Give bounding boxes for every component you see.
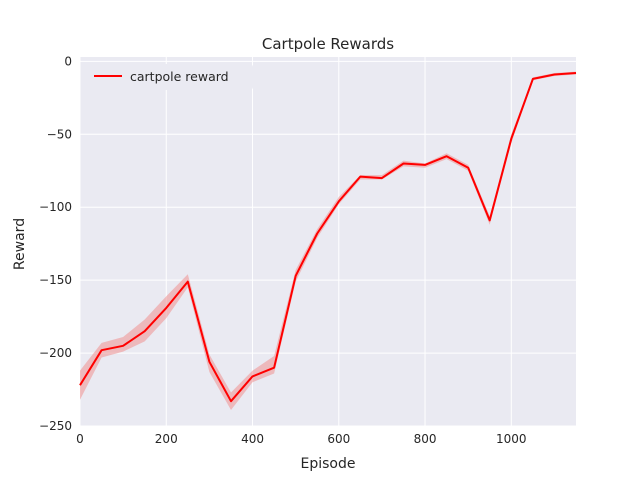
y-tick-label: −250 — [39, 419, 72, 433]
chart-title: Cartpole Rewards — [262, 35, 394, 53]
legend-label-cartpole-reward: cartpole reward — [130, 69, 229, 84]
confidence-band — [80, 71, 576, 410]
x-tick-label: 400 — [241, 432, 264, 446]
plot-area — [80, 57, 576, 426]
tick-labels: 0 200 400 600 800 1000 0 −50 −100 −150 −200 −250 — [39, 54, 527, 446]
x-tick-label: 1000 — [496, 432, 527, 446]
legend-box — [87, 64, 253, 90]
grid — [79, 57, 576, 427]
x-tick-label: 600 — [327, 432, 350, 446]
x-tick-label: 800 — [414, 432, 437, 446]
y-tick-label: −150 — [39, 273, 72, 287]
y-axis-label: Reward — [12, 218, 28, 270]
y-tick-label: −100 — [39, 200, 72, 214]
series-lines — [79, 72, 577, 403]
y-tick-label: −200 — [39, 346, 72, 360]
y-tick-label: −50 — [47, 127, 72, 141]
x-tick-label: 0 — [76, 432, 84, 446]
y-tick-label: 0 — [64, 54, 72, 68]
series-band — [80, 71, 576, 410]
x-axis-label: Episode — [301, 456, 356, 472]
legend: cartpole reward — [87, 64, 253, 90]
series-line — [79, 72, 577, 403]
x-tick-label: 200 — [155, 432, 178, 446]
